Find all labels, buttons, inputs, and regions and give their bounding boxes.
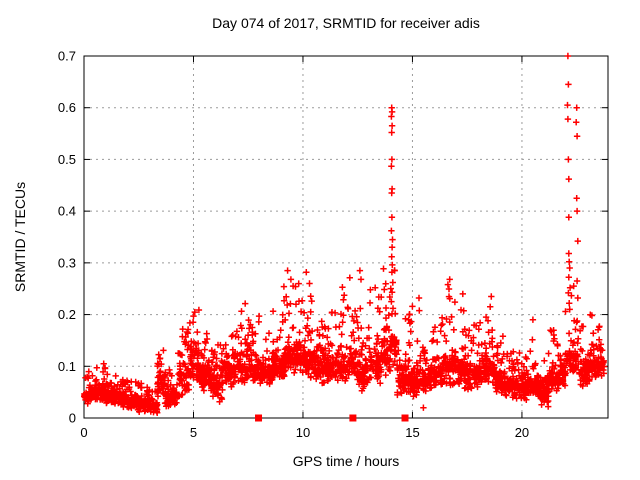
y-tick-label: 0.2 xyxy=(58,307,76,322)
x-tick-label: 20 xyxy=(515,425,529,440)
x-tick-label: 15 xyxy=(405,425,419,440)
x-axis-title: GPS time / hours xyxy=(292,453,400,469)
zero-value-squares xyxy=(255,414,409,422)
scatter-points xyxy=(81,52,608,416)
zero-square-marker xyxy=(349,414,357,422)
y-tick-label: 0 xyxy=(69,411,76,426)
y-tick-label: 0.1 xyxy=(58,359,76,374)
x-tick-label: 10 xyxy=(296,425,310,440)
y-tick-label: 0.3 xyxy=(58,255,76,270)
y-tick-label: 0.5 xyxy=(58,152,76,167)
zero-square-marker xyxy=(401,414,409,422)
x-tick-label: 0 xyxy=(80,425,87,440)
chart-title: Day 074 of 2017, SRMTID for receiver adi… xyxy=(212,15,480,31)
plot-border xyxy=(83,55,609,419)
tick-labels: 0 5 10 15 20 0 0.1 0.2 0.3 0.4 0.5 0.6 0.7 xyxy=(58,49,529,441)
x-tick-label: 5 xyxy=(190,425,197,440)
y-tick-label: 0.7 xyxy=(58,49,76,64)
y-tick-label: 0.4 xyxy=(58,204,76,219)
y-tick-label: 0.6 xyxy=(58,100,76,115)
zero-square-marker xyxy=(255,414,263,422)
